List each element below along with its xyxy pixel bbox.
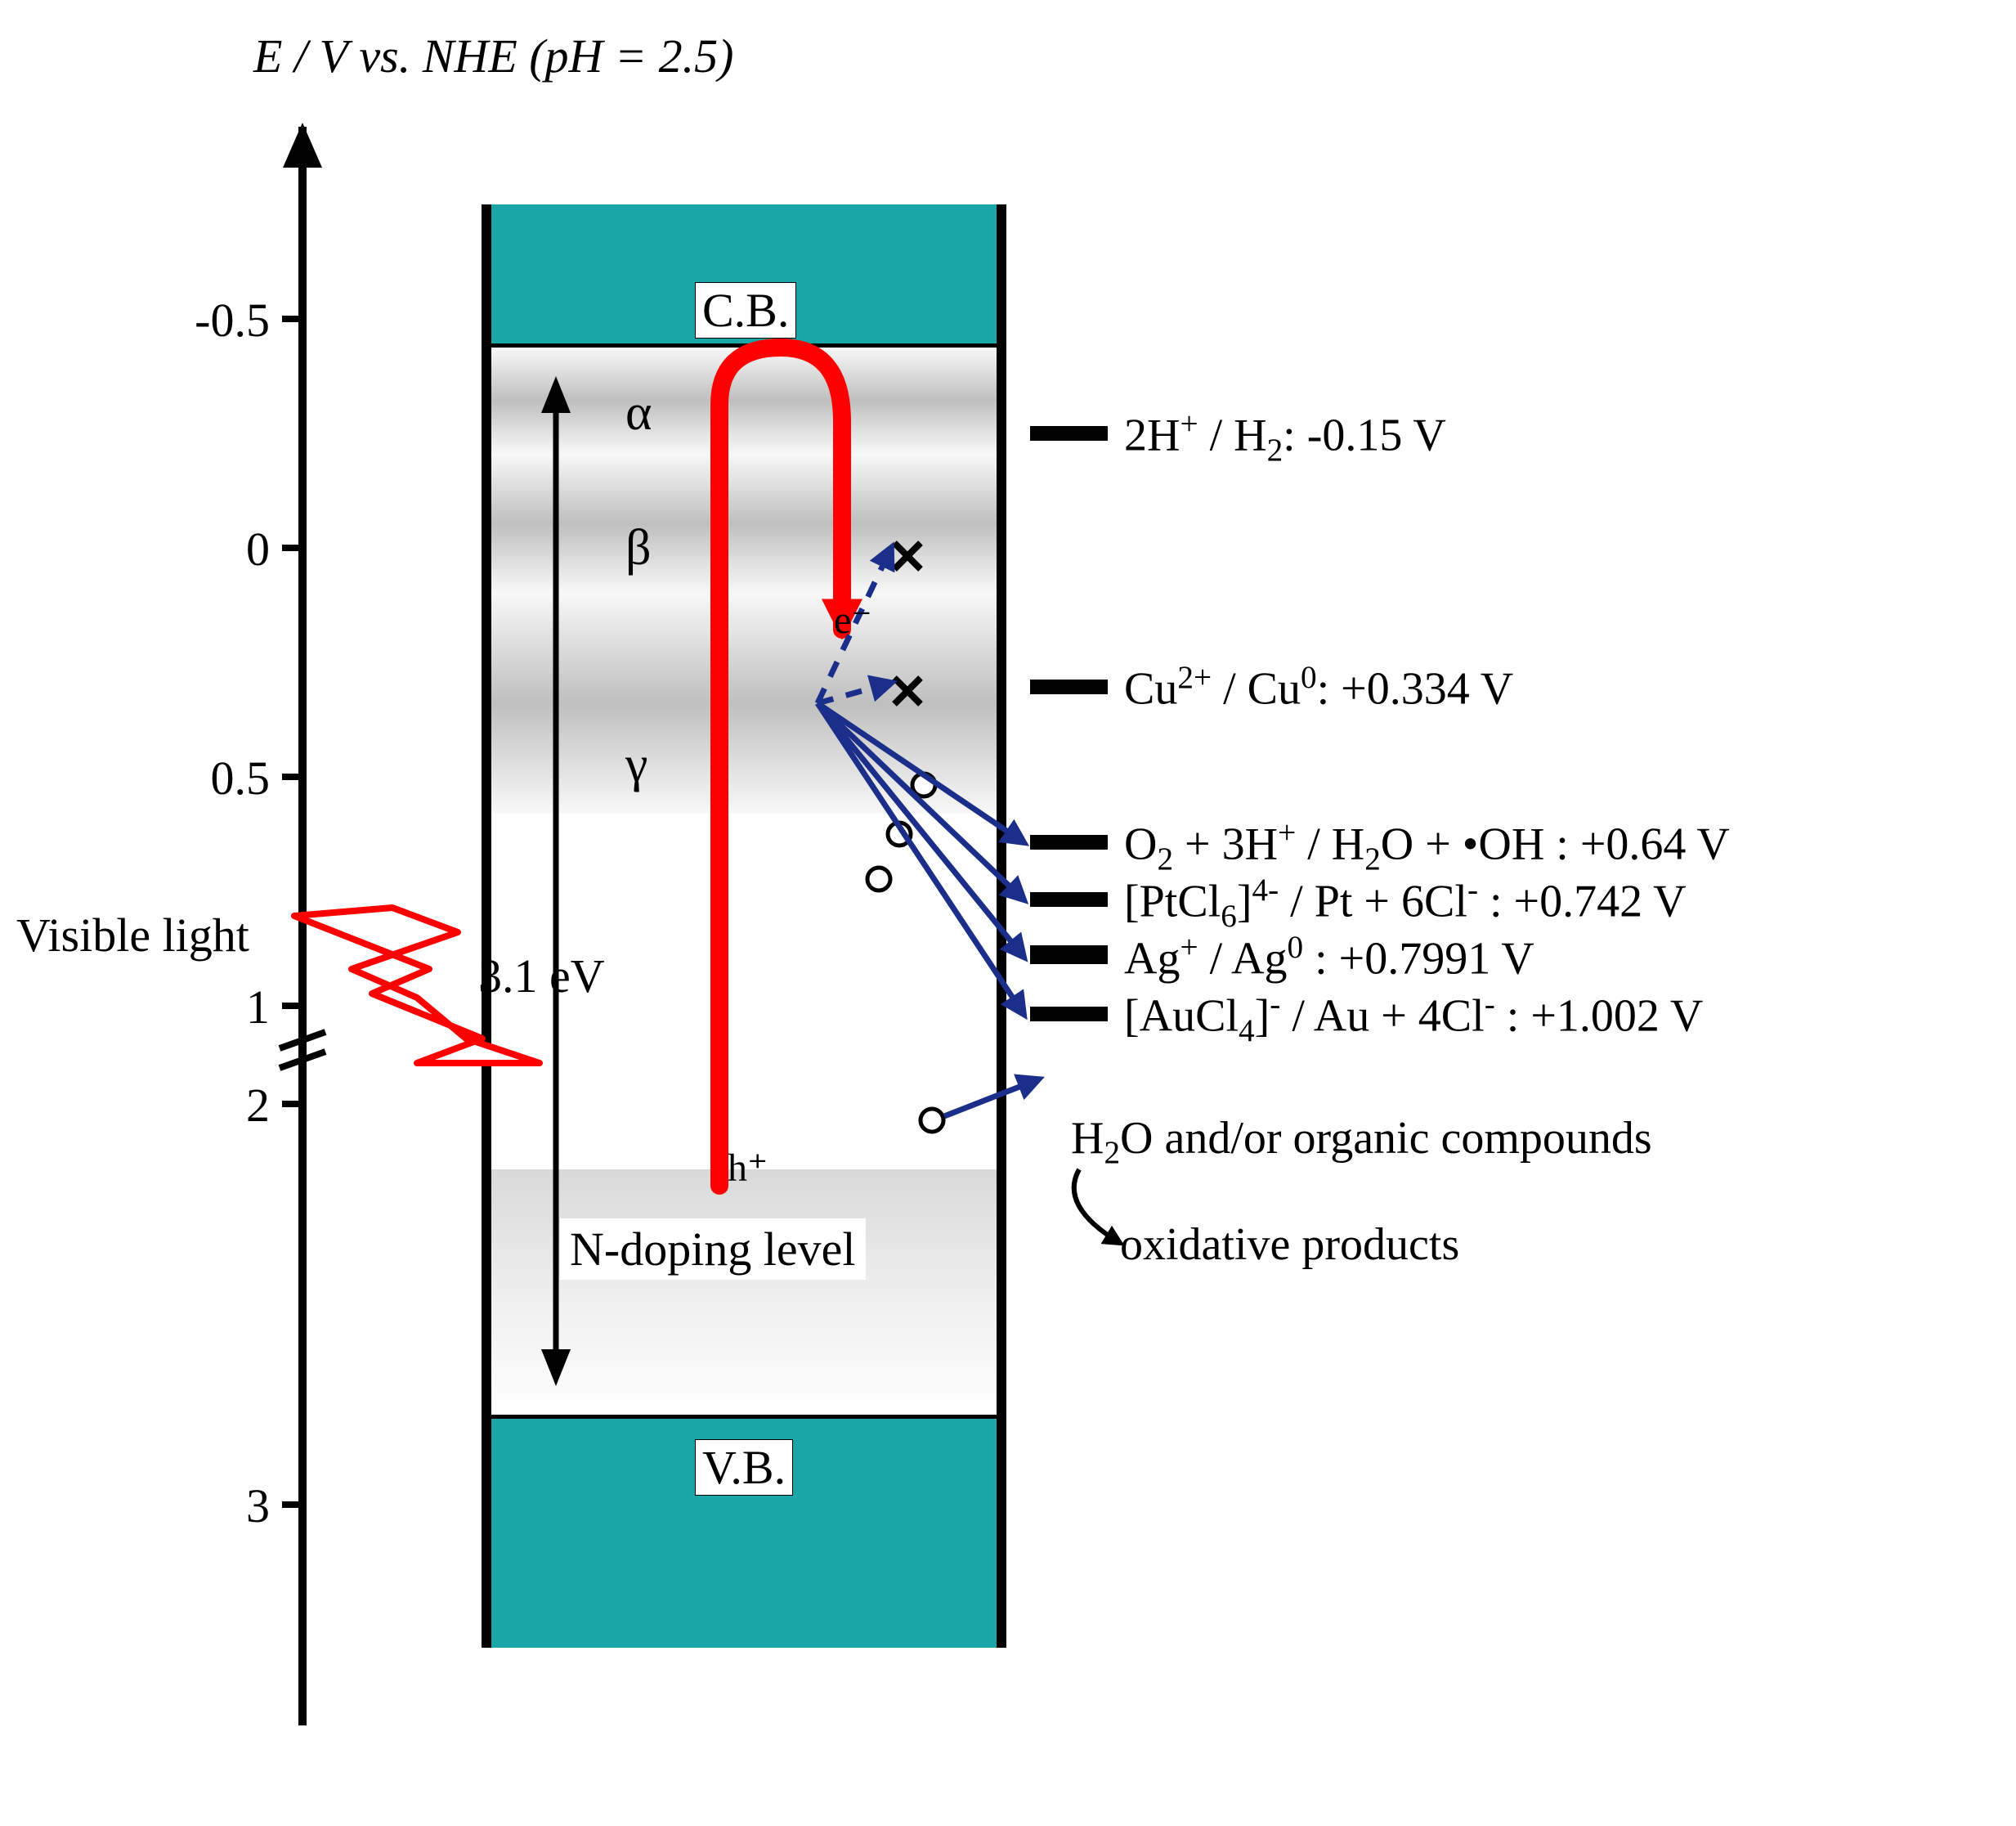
electron-label: e⁻ <box>834 597 872 643</box>
axis-title: E / V vs. NHE (pH = 2.5) <box>253 29 733 83</box>
axis-tick-label: 2 <box>246 1078 270 1133</box>
cb-label: C.B. <box>695 282 796 339</box>
redox-label-3: [PtCl6]4- / Pt + 6Cl- : +0.742 V <box>1124 872 1687 935</box>
compounds-label: H2O and/or organic compounds <box>1071 1112 1652 1171</box>
axis-tick-label: 3 <box>246 1478 270 1533</box>
axis-tick-label: 0.5 <box>211 751 271 805</box>
hole-label: h⁺ <box>728 1145 768 1191</box>
axis-tick-label: 0 <box>246 522 270 577</box>
redox-label-2: O2 + 3H+ / H2O + •OH : +0.64 V <box>1124 814 1730 877</box>
oxidative-products-label: oxidative products <box>1120 1218 1459 1271</box>
redox-label-1: Cu2+ / Cu0: +0.334 V <box>1124 659 1513 716</box>
bandgap-label: 3.1 eV <box>478 949 605 1003</box>
axis-tick-label: -0.5 <box>195 293 270 348</box>
redox-label-0: 2H+ / H2: -0.15 V <box>1124 406 1446 469</box>
greek-β: β <box>625 519 652 577</box>
visible-light-label: Visible light <box>16 908 249 962</box>
axis-tick-label: 1 <box>246 980 270 1034</box>
greek-α: α <box>625 384 652 442</box>
redox-label-4: Ag+ / Ag0 : +0.7991 V <box>1124 929 1534 985</box>
n-doping-label: N-doping level <box>560 1218 866 1280</box>
greek-γ: γ <box>625 736 647 794</box>
redox-label-5: [AuCl4]- / Au + 4Cl- : +1.002 V <box>1124 986 1703 1049</box>
diagram-svg <box>0 0 2016 1826</box>
vb-label: V.B. <box>695 1439 793 1496</box>
